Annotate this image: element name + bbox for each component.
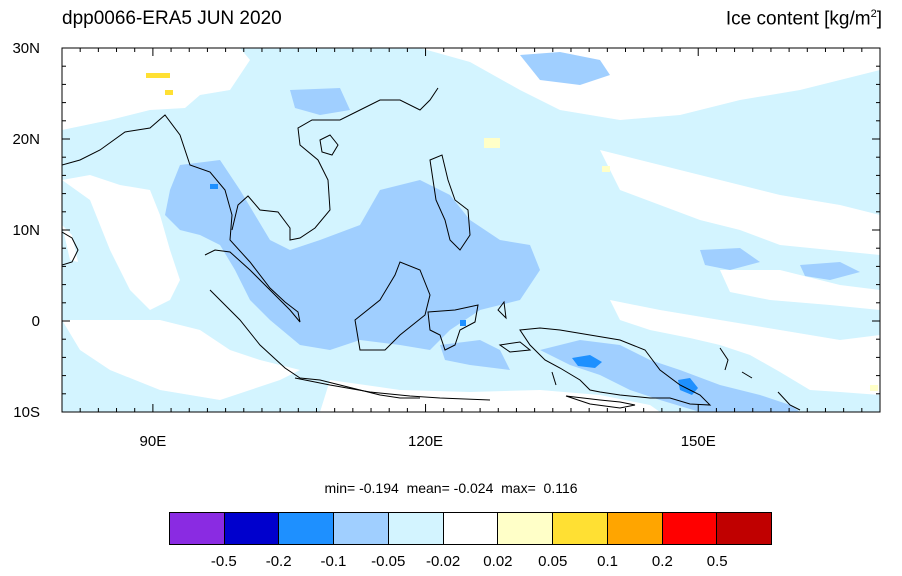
latitude-labels: 30N 20N 10N 0 10S: [12, 40, 40, 421]
min-label: min=: [324, 480, 356, 496]
near-zero-regions: [62, 48, 880, 412]
mean-label: mean=: [406, 480, 450, 496]
colorbar-box: [607, 513, 663, 544]
max-label: max=: [501, 480, 536, 496]
positive-spots: [146, 73, 878, 391]
colorbar-label: 0.5: [706, 553, 728, 570]
colorbar-box: [388, 513, 444, 544]
lat-label: 10S: [13, 404, 40, 421]
colorbar-label: -0.2: [265, 553, 292, 570]
colorbar-box: [662, 513, 718, 544]
lat-label: 20N: [12, 131, 40, 148]
lon-label: 90E: [140, 433, 167, 450]
colorbar-label: -0.02: [425, 553, 461, 570]
longitude-labels: 90E 120E 150E: [140, 433, 716, 450]
colorbar-label: 0.05: [538, 553, 568, 570]
min-value: -0.194: [359, 480, 399, 496]
colorbar-label: 0.1: [597, 553, 618, 570]
lon-label: 150E: [681, 433, 716, 450]
colorbar-label: -0.5: [210, 553, 237, 570]
variable-title: Ice content [kg/m2]: [726, 8, 882, 30]
lat-label: 10N: [12, 222, 40, 239]
colorbar-box: [334, 513, 389, 544]
variable-title-tail: ]: [876, 8, 882, 30]
colorbar-label: -0.1: [320, 553, 347, 570]
map-figure: 30N 20N 10N 0 10S 90E 120E 150E: [12, 40, 881, 450]
colorbar-box: [717, 513, 772, 544]
strong-negative-spots: [210, 184, 698, 395]
axis-ticks: [61, 47, 881, 413]
colorbar-label: 0.2: [651, 553, 673, 570]
lat-label: 30N: [12, 40, 40, 57]
colorbar-box: [279, 513, 335, 544]
colorbar-box: [498, 513, 554, 544]
colorbar-box: [224, 513, 280, 544]
colorbar-label: -0.05: [371, 553, 406, 570]
max-value: 0.116: [543, 480, 578, 496]
colorbar: [169, 512, 772, 545]
moderate-negative-regions: [165, 52, 860, 412]
colorbar-box: [443, 513, 499, 544]
lat-label: 0: [32, 313, 40, 330]
colorbar-label: 0.02: [483, 553, 513, 570]
variable-title-text: Ice content [kg/m: [725, 8, 871, 30]
coastlines: [62, 87, 801, 411]
mean-value: -0.024: [453, 480, 494, 496]
unit-superscript: 2: [870, 8, 877, 20]
map-title: dpp0066-ERA5 JUN 2020: [62, 8, 282, 29]
lon-label: 120E: [408, 433, 443, 450]
colorbar-box: [170, 513, 225, 544]
ice-content-field: [62, 48, 880, 412]
statistics-line: min= -0.194 mean= -0.024 max= 0.116: [0, 480, 902, 496]
colorbar-box: [553, 513, 608, 544]
